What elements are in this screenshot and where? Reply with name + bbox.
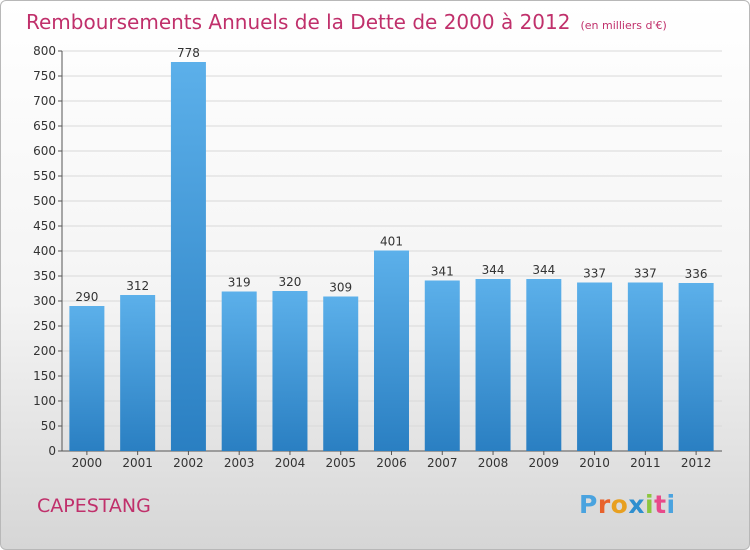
x-tick-label: 2008 [478, 456, 509, 470]
logo-letter: i [645, 490, 655, 519]
logo-letter: P [579, 490, 598, 519]
bar-2004 [272, 291, 308, 451]
x-tick-label: 2009 [529, 456, 560, 470]
bar-value-label: 337 [634, 267, 657, 281]
y-tick-label: 150 [33, 369, 56, 383]
bar-2007 [424, 280, 460, 451]
y-tick-label: 450 [33, 219, 56, 233]
axes: 0 50 100 150 200 250 300 350 400 450 500 550 600 650 7… [33, 44, 722, 470]
logo-letter: r [597, 490, 611, 519]
bar-value-label: 320 [279, 275, 302, 289]
proxiti-logo[interactable]: Proxiti [579, 490, 676, 519]
x-tick-label: 2002 [173, 456, 204, 470]
y-tick-label: 500 [33, 194, 56, 208]
bar-value-label: 337 [583, 267, 606, 281]
y-tick-label: 400 [33, 244, 56, 258]
x-tick-label: 2000 [72, 456, 103, 470]
bar-2002 [170, 62, 206, 451]
bar-value-label: 341 [431, 265, 454, 279]
bar-value-label: 309 [329, 281, 352, 295]
bars: 290 312 778 319 320 309 401 341 344 344 337 337 336 [69, 46, 714, 451]
bar-2005 [323, 296, 359, 451]
y-tick-label: 0 [48, 444, 56, 458]
bar-2000 [69, 306, 105, 451]
x-tick-label: 2004 [275, 456, 306, 470]
bar-value-label: 401 [380, 235, 403, 249]
y-tick-label: 200 [33, 344, 56, 358]
location-label: CAPESTANG [37, 495, 151, 517]
x-tick-label: 2005 [325, 456, 356, 470]
bar-2011 [627, 282, 663, 451]
bar-value-label: 778 [177, 46, 200, 60]
x-tick-label: 2012 [681, 456, 712, 470]
chart-title: Remboursements Annuels de la Dette de 20… [26, 10, 571, 34]
chart-unit: (en milliers d'€) [580, 19, 667, 32]
y-tick-label: 550 [33, 169, 56, 183]
y-tick-label: 800 [33, 44, 56, 58]
bar-value-label: 344 [482, 263, 505, 277]
title-row: Remboursements Annuels de la Dette de 20… [26, 10, 667, 34]
x-tick-label: 2010 [579, 456, 610, 470]
logo-letter: t [654, 490, 667, 519]
y-tick-label: 100 [33, 394, 56, 408]
bar-2008 [475, 279, 511, 451]
bar-value-label: 336 [685, 267, 708, 281]
y-tick-label: 300 [33, 294, 56, 308]
bar-value-label: 312 [126, 279, 149, 293]
logo-letter: i [666, 490, 676, 519]
x-tick-label: 2007 [427, 456, 458, 470]
y-tick-label: 250 [33, 319, 56, 333]
y-tick-label: 700 [33, 94, 56, 108]
x-tick-label: 2003 [224, 456, 255, 470]
bar-value-label: 319 [228, 276, 251, 290]
y-tick-label: 600 [33, 144, 56, 158]
y-tick-label: 750 [33, 69, 56, 83]
logo-letter: x [628, 490, 645, 519]
logo-letter: o [610, 490, 629, 519]
bar-2010 [577, 282, 613, 451]
y-tick-label: 350 [33, 269, 56, 283]
y-tick-label: 50 [41, 419, 56, 433]
bar-2006 [374, 250, 409, 451]
bar-value-label: 344 [532, 263, 555, 277]
bar-value-label: 290 [75, 290, 98, 304]
x-tick-label: 2001 [122, 456, 153, 470]
x-tick-label: 2011 [630, 456, 661, 470]
x-tick-label: 2006 [376, 456, 407, 470]
bar-2001 [120, 295, 156, 451]
bar-2003 [221, 291, 257, 451]
y-tick-label: 650 [33, 119, 56, 133]
bar-2009 [526, 279, 562, 451]
bar-2012 [678, 283, 714, 451]
